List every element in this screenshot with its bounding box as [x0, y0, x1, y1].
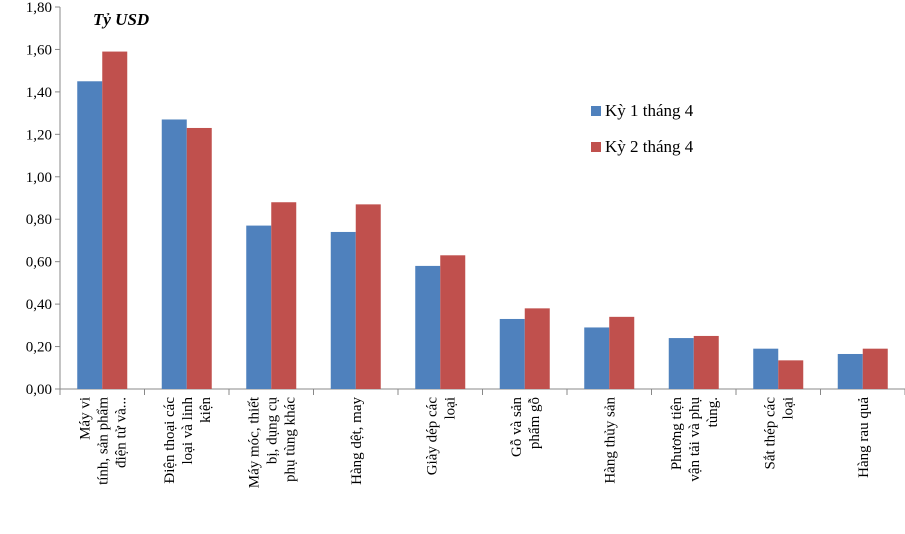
bar-series2 [271, 202, 297, 389]
bar-series2 [778, 360, 804, 389]
bar-series1 [77, 81, 103, 390]
y-tick-label: 1,40 [26, 85, 52, 101]
x-category-label-line: điện tử và... [113, 397, 129, 468]
y-tick-label: 0,40 [26, 297, 52, 313]
bar-series2 [186, 127, 212, 389]
bar-series1 [499, 318, 525, 389]
x-category-label-line: phụ tùng khác [282, 397, 298, 482]
y-tick-label: 1,80 [26, 0, 52, 16]
x-category-label-line: Điện thoại các [162, 397, 178, 484]
x-category-label: Hàng rau quả [856, 397, 872, 478]
bar-series1 [753, 348, 779, 389]
legend-swatch [591, 142, 601, 152]
x-category-label-line: Hàng rau quả [856, 397, 872, 478]
x-category-label: Hàng thủy sản [602, 397, 618, 484]
x-category-label: Điện thoại các loại và linh kiện [162, 397, 214, 484]
bar-series2 [862, 348, 888, 389]
legend-label: Kỳ 1 tháng 4 [605, 101, 694, 120]
bar-series1 [330, 231, 356, 389]
y-tick-label: 0,80 [26, 212, 52, 228]
x-category-label: Gỗ và sản phẩm gỗ [509, 397, 543, 457]
legend: Kỳ 1 tháng 4 Kỳ 2 tháng 4 [591, 101, 694, 156]
bar-series1 [837, 353, 863, 389]
x-category-label-line: loại [780, 397, 796, 420]
x-category-label: Phương tiện vận tải và phụ tùng. [669, 397, 721, 482]
x-category-label-line: tùng. [705, 397, 721, 427]
x-category-label-line: Máy vi [77, 397, 93, 440]
unit-label: Tỷ USD [93, 10, 149, 29]
bar-series2 [609, 316, 635, 389]
bar-series2 [693, 335, 719, 389]
x-category-label: Giày dép các loại [424, 397, 458, 476]
x-category-label: Hàng dệt, may [349, 397, 365, 485]
x-category-label-line: vận tải và phụ [687, 397, 703, 482]
bar-series2 [440, 255, 466, 389]
bar-series1 [668, 338, 694, 389]
y-tick-label: 1,60 [26, 42, 52, 58]
x-category-label-line: Giày dép các [424, 397, 440, 476]
bar-series1 [246, 225, 272, 389]
plot-area: 0,00 0,20 0,40 0,60 0,80 1,00 1,20 1,40 1,60 1,80… [26, 0, 905, 488]
x-category-label-line: Hàng thủy sản [602, 397, 618, 484]
legend-swatch [591, 106, 601, 116]
bar-series1 [584, 327, 610, 389]
bar-series1 [415, 265, 441, 389]
x-category-label-line: phẩm gỗ [527, 397, 543, 449]
x-category-label-line: bị, dụng cụ [264, 397, 280, 465]
x-category-label-line: loại [442, 397, 458, 420]
x-category-label: Máy móc, thiết bị, dụng cụ phụ tùng khác [246, 396, 298, 488]
y-tick-label: 0,20 [26, 340, 52, 356]
x-category-label-line: Phương tiện [669, 397, 685, 471]
bar-series1 [161, 119, 187, 389]
y-tick-label: 1,20 [26, 127, 52, 143]
x-category-label: Máy vi tính, sản phẩm điện tử và... [77, 397, 129, 485]
x-category-label-line: tính, sản phẩm [95, 397, 111, 485]
y-tick-label: 0,60 [26, 255, 52, 271]
x-category-label-line: Máy móc, thiết [246, 396, 262, 488]
x-category-label-line: loại và linh [180, 397, 196, 465]
y-tick-label: 0,00 [26, 382, 52, 398]
x-category-label: Sắt thép các loại [762, 397, 796, 470]
bar-series2 [102, 51, 128, 390]
y-tick-label: 1,00 [26, 170, 52, 186]
x-category-label-line: Hàng dệt, may [349, 397, 365, 485]
bar-series2 [355, 204, 381, 389]
bar-series2 [524, 308, 550, 389]
x-category-label-line: Gỗ và sản [509, 397, 525, 457]
x-category-label-line: Sắt thép các [762, 397, 778, 470]
legend-label: Kỳ 2 tháng 4 [605, 137, 694, 156]
x-category-label-line: kiện [198, 397, 214, 423]
